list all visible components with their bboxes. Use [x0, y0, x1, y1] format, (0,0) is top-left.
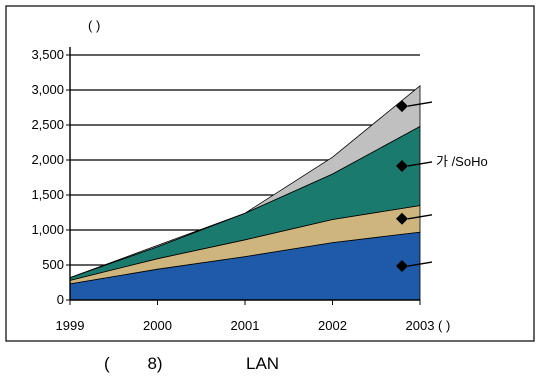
- tick-labels: 0 500 1,000 1,500 2,000 2,500 3,000 3,500 1999 20…: [31, 47, 450, 333]
- leader-line-0: [407, 261, 433, 267]
- y-tick-label: 3,000: [31, 82, 64, 97]
- series-marker-0: [396, 260, 408, 273]
- series-marker-3: [396, 100, 408, 113]
- leader-line-2: [407, 161, 433, 167]
- series-marker-1: [396, 212, 408, 225]
- y-tick-label: 500: [42, 257, 64, 272]
- annotations: 가 /SoHo: [396, 100, 488, 273]
- y-tick-label: 2,500: [31, 117, 64, 132]
- leader-line-3: [407, 101, 433, 107]
- figure-caption-number: ( 8): [104, 354, 163, 373]
- chart-frame: [5, 5, 535, 342]
- series-area-3: [69, 84, 421, 278]
- x-tick-label: 2002: [318, 318, 347, 333]
- x-tick-label: 2001: [231, 318, 260, 333]
- series-marker-2: [396, 159, 408, 172]
- y-tick-label: 1,000: [31, 222, 64, 237]
- figure-caption-title: LAN: [246, 354, 280, 373]
- series-label-2: 가 /SoHo: [436, 154, 488, 169]
- stacked-areas: [69, 84, 421, 301]
- x-tick-label: 2000: [143, 318, 172, 333]
- chart-title: ( ): [88, 18, 100, 33]
- x-tick-label: 1999: [56, 318, 85, 333]
- axes: [66, 47, 421, 305]
- x-tick-label: 2003: [406, 318, 435, 333]
- x-unit-label: ( ): [438, 318, 450, 333]
- y-tick-label: 1,500: [31, 187, 64, 202]
- y-tick-label: 3,500: [31, 47, 64, 62]
- y-tick-label: 2,000: [31, 152, 64, 167]
- y-tick-label: 0: [57, 292, 64, 307]
- leader-line-1: [407, 214, 433, 220]
